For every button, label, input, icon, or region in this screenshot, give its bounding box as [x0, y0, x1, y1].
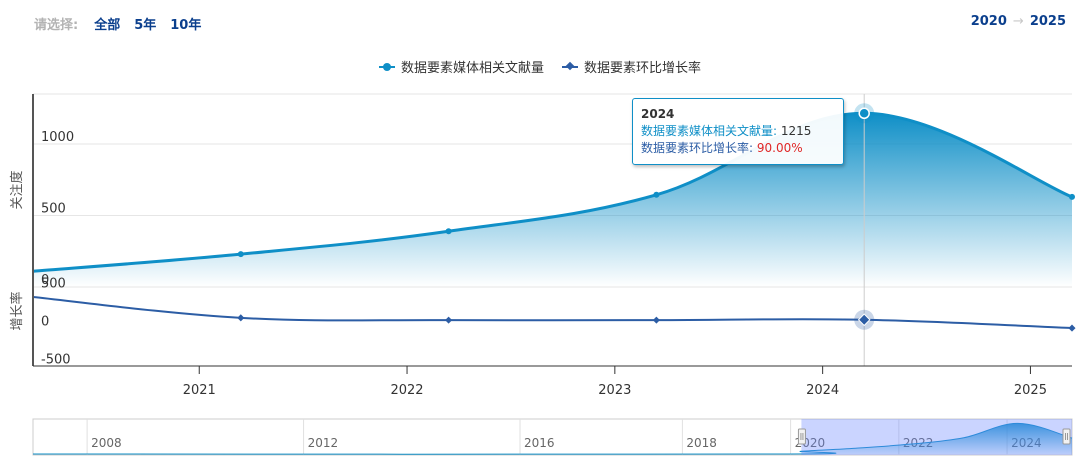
navigator-tick-label-2012: 2012: [308, 436, 339, 450]
series1-point-2025.2[interactable]: [1069, 193, 1075, 200]
series1-point-2023.2[interactable]: [653, 191, 660, 198]
range-arrow: →: [1012, 14, 1024, 29]
x-tick-label-2021: 2021: [183, 383, 216, 398]
zoom-all-button[interactable]: 全部: [94, 18, 121, 33]
navigator-right-handle[interactable]: [1062, 428, 1071, 445]
series1-point-2021.2[interactable]: [237, 251, 244, 258]
zoom-10y-button[interactable]: 10年: [170, 18, 202, 33]
x-tick-label-2023: 2023: [598, 383, 631, 398]
series2-point-2022.2[interactable]: [445, 316, 453, 324]
tooltip-series1-label: 数据要素媒体相关文献量:: [641, 124, 781, 138]
range-selector-label: 请选择:: [34, 18, 79, 33]
y-top-tick-label-500: 500: [41, 202, 66, 217]
navigator-series-area: [33, 423, 1072, 455]
legend-series2-marker-icon: [562, 61, 578, 70]
series2-point-2025.2[interactable]: [1068, 324, 1076, 332]
navigator-left-handle[interactable]: [797, 428, 806, 445]
legend-series1-marker-icon: [378, 62, 395, 71]
series1-area: [33, 113, 1072, 288]
legend-item-series1[interactable]: 数据要素媒体相关文献量: [378, 57, 544, 76]
x-tick-label-2024: 2024: [806, 383, 839, 398]
legend-series1-label: 数据要素媒体相关文献量: [400, 61, 544, 76]
navigator-tick-label-2018: 2018: [686, 436, 717, 450]
zoom-5y-button[interactable]: 5年: [134, 18, 157, 33]
tooltip-series2-value: 90.00%: [756, 141, 803, 155]
date-range-display: 2020 → 2025: [971, 14, 1066, 29]
y-bottom-tick-label-0: 0: [41, 315, 49, 330]
series2-point-2021.2[interactable]: [237, 314, 245, 322]
y-bottom-tick-label--500: -500: [41, 352, 71, 367]
y-axis-top-title: 关注度: [9, 170, 25, 209]
series2-point-2024.2[interactable]: [857, 313, 871, 327]
navigator-selected-range[interactable]: [801, 419, 1072, 455]
navigator-series-line: [32, 422, 1073, 455]
series1-point-2022.2[interactable]: [445, 228, 452, 235]
series1-line[interactable]: [32, 111, 1073, 273]
tooltip-title: 2024: [641, 107, 675, 121]
y-top-tick-label-1000: 1000: [41, 130, 74, 145]
chart-tooltip: 2024 数据要素媒体相关文献量: 1215 数据要素环比增长率: 90.00%: [632, 98, 844, 165]
chart-legend: 数据要素媒体相关文献量 数据要素环比增长率: [0, 57, 1080, 76]
range-from[interactable]: 2020: [970, 14, 1007, 29]
tooltip-series1-value: 1215: [780, 124, 812, 138]
tooltip-series2-label: 数据要素环比增长率:: [641, 141, 757, 155]
range-to[interactable]: 2025: [1029, 14, 1066, 29]
series1-point-2024.2[interactable]: [858, 107, 870, 120]
y-top-tick-label-0: 0: [41, 273, 49, 288]
series2-line[interactable]: [32, 295, 1073, 330]
navigator-tick-label-2008: 2008: [91, 436, 122, 450]
y-bottom-tick-label-500: 500: [41, 277, 66, 292]
x-tick-label-2025: 2025: [1014, 383, 1047, 398]
x-tick-label-2022: 2022: [390, 383, 423, 398]
y-axis-bottom-title: 增长率: [9, 291, 25, 330]
series2-point-2023.2[interactable]: [652, 316, 660, 324]
range-selector: 请选择: 全部 5年 10年: [34, 14, 215, 33]
navigator-tick-label-2016: 2016: [524, 436, 555, 450]
legend-item-series2[interactable]: 数据要素环比增长率: [562, 57, 701, 76]
legend-series2-label: 数据要素环比增长率: [584, 61, 702, 76]
